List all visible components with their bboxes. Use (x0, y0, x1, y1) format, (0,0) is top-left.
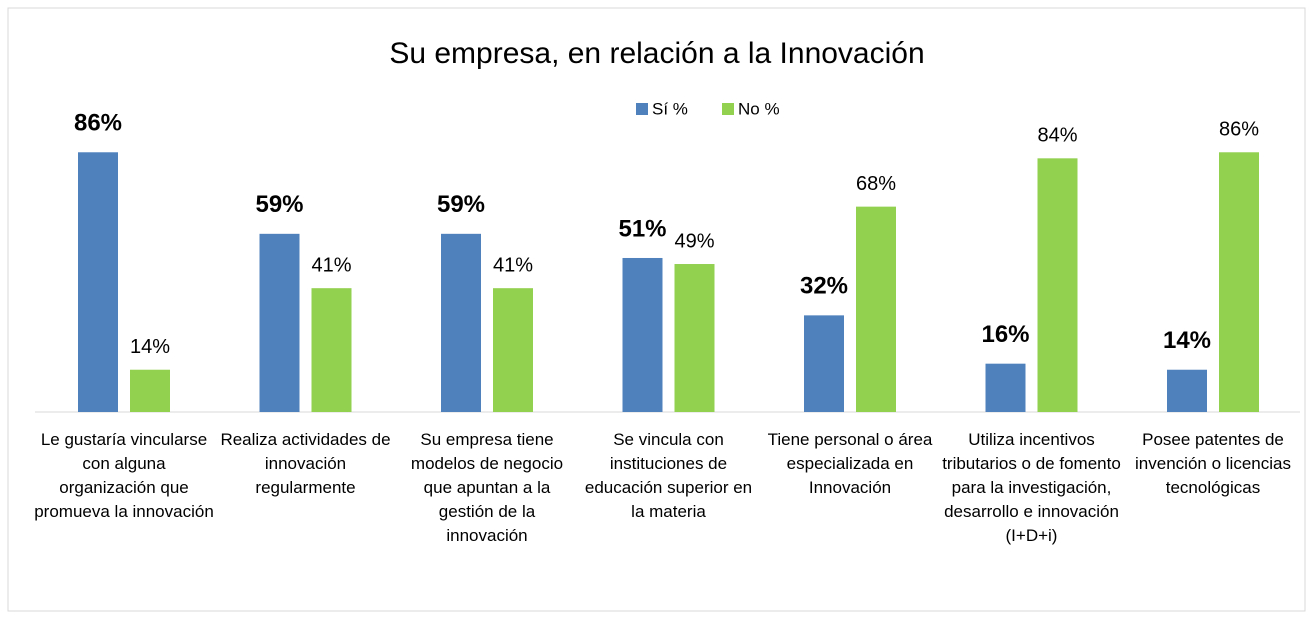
bar (311, 288, 352, 412)
value-label: 51% (618, 215, 666, 242)
bar (130, 369, 170, 412)
bar (493, 288, 533, 412)
bar (78, 152, 118, 412)
value-label: 59% (255, 191, 303, 218)
value-label: 86% (74, 110, 122, 137)
value-label: 41% (311, 254, 351, 276)
x-tick-label: Se vincula con instituciones de educació… (584, 430, 753, 521)
x-tick-label: Posee patentes de invención o licencias … (1135, 430, 1291, 497)
bar (1219, 152, 1259, 412)
value-label: 49% (674, 230, 714, 252)
value-label: 84% (1037, 125, 1077, 147)
value-label: 68% (856, 173, 896, 195)
x-tick-label: Su empresa tiene modelos de negocio que … (410, 430, 564, 545)
bar (259, 233, 300, 412)
bar (441, 233, 481, 412)
value-label: 16% (981, 321, 1029, 348)
value-label: 86% (1219, 119, 1259, 141)
legend-swatch (636, 103, 648, 115)
x-tick-label: Le gustaría vincularse con alguna organi… (34, 430, 214, 521)
bar (856, 206, 896, 412)
bar (622, 257, 663, 412)
bar (985, 363, 1026, 412)
value-label: 14% (1163, 327, 1211, 354)
bar (674, 264, 715, 412)
chart-title: Su empresa, en relación a la Innovación (389, 37, 924, 70)
bar (1037, 158, 1078, 412)
value-label: 14% (130, 336, 170, 358)
value-label: 32% (800, 273, 848, 300)
x-tick-label: Realiza actividades de innovación regula… (220, 430, 391, 497)
x-tick-label: Utiliza incentivos tributarios o de fome… (942, 430, 1121, 545)
legend-swatch (722, 103, 734, 115)
legend-label: No % (738, 99, 780, 118)
value-label: 41% (493, 254, 533, 276)
x-tick-label: Tiene personal o área especializada en I… (767, 430, 933, 497)
legend-label: Sí % (652, 99, 688, 118)
bar (804, 315, 844, 412)
value-label: 59% (437, 191, 485, 218)
bar (1167, 369, 1207, 412)
